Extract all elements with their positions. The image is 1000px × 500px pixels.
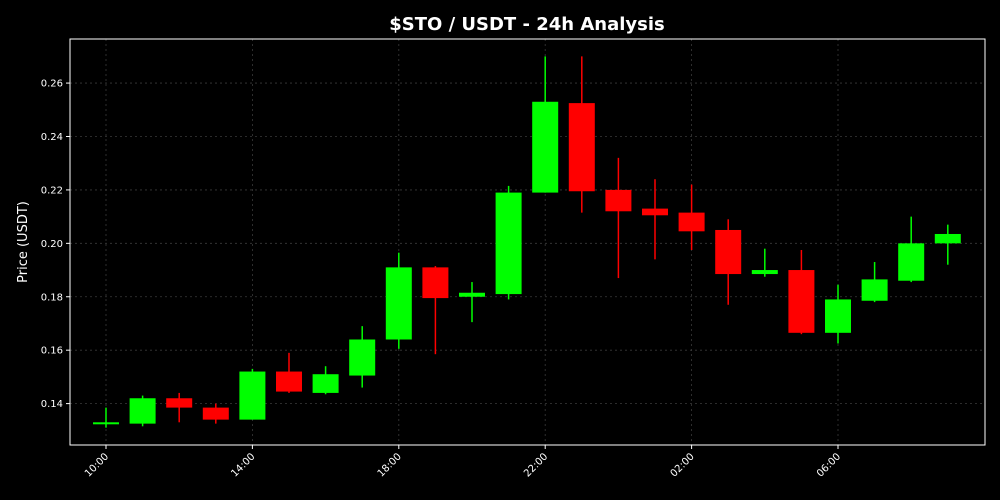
candle: [678, 184, 705, 251]
candle: [934, 224, 961, 265]
y-tick-label: 0.18: [41, 292, 63, 303]
y-tick-label: 0.26: [41, 79, 63, 90]
candle: [312, 366, 339, 395]
y-axis: 0.14 0.16 0.18 0.20 0.22 0.24 0.26: [41, 79, 70, 410]
candle: [825, 284, 851, 344]
candle: [532, 56, 559, 193]
candle: [715, 219, 742, 305]
candle-body: [568, 103, 595, 192]
candle-body: [678, 212, 705, 232]
plot-frame: [69, 38, 986, 446]
candle: [349, 326, 376, 388]
candle-body: [459, 292, 485, 297]
y-tick-label: 0.24: [41, 132, 63, 143]
candle-body: [898, 243, 925, 281]
candle: [751, 248, 778, 277]
candle: [129, 395, 156, 427]
candle: [605, 157, 632, 279]
candle-body: [239, 371, 266, 420]
candle-body: [129, 398, 156, 424]
candle-body: [861, 279, 888, 301]
candle: [276, 352, 302, 393]
candle-body: [715, 229, 742, 275]
candle-body: [422, 267, 449, 299]
candle-body: [385, 267, 412, 340]
candle: [239, 368, 266, 420]
candle-body: [93, 422, 119, 425]
candle-body: [934, 233, 961, 244]
candle: [642, 179, 668, 260]
candle: [495, 185, 522, 300]
candles: [93, 56, 961, 428]
candle-body: [825, 299, 851, 333]
candle: [861, 262, 888, 303]
candle-body: [202, 407, 229, 420]
candle: [788, 250, 815, 335]
candle: [93, 407, 119, 428]
candle: [568, 56, 595, 213]
candle-body: [788, 270, 815, 333]
candle: [202, 403, 229, 424]
candle-body: [751, 270, 778, 275]
candle-body: [276, 371, 302, 392]
candle-body: [495, 192, 522, 295]
candle: [422, 266, 449, 355]
y-tick-label: 0.14: [41, 399, 63, 410]
candle-body: [312, 374, 339, 393]
candle: [459, 282, 485, 323]
candle-body: [349, 339, 376, 376]
y-tick-label: 0.20: [41, 239, 63, 250]
candle: [166, 392, 193, 423]
candle-body: [642, 208, 668, 216]
y-tick-label: 0.16: [41, 346, 63, 357]
candle-body: [532, 101, 559, 193]
y-axis-label: Price (USDT): [16, 201, 31, 283]
candle-body: [605, 189, 632, 212]
chart-title: $STO / USDT - 24h Analysis: [389, 14, 665, 35]
candle-body: [166, 398, 193, 408]
candle: [898, 216, 925, 283]
y-tick-label: 0.22: [41, 185, 63, 196]
candle: [385, 252, 412, 349]
